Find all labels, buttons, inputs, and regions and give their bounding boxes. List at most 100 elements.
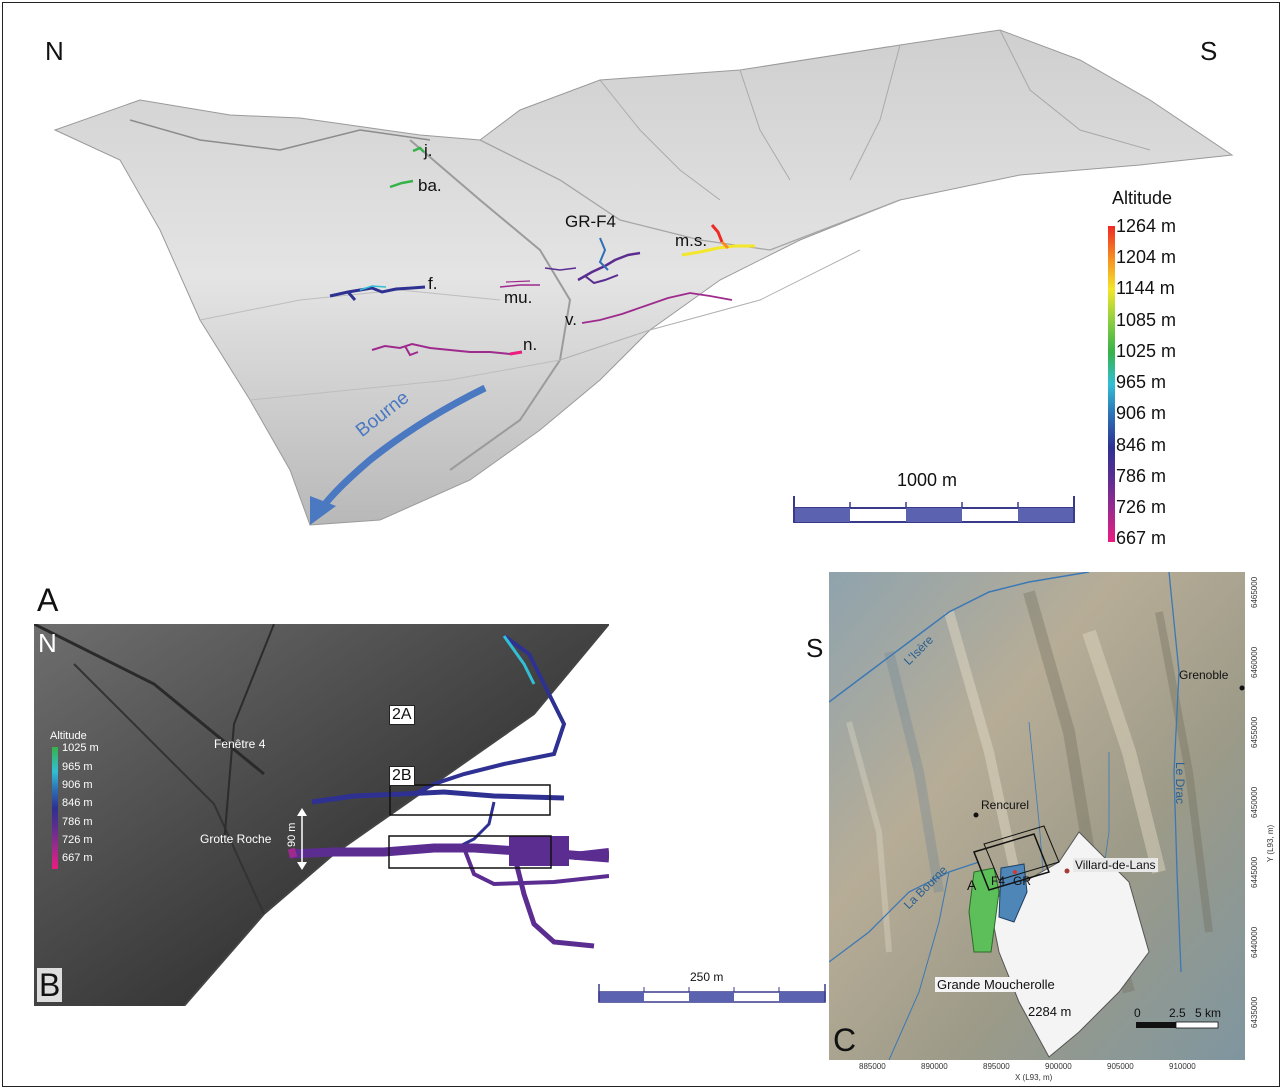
x-tick: 900000 (1045, 1062, 1072, 1071)
cave-j (412, 146, 425, 153)
villard-dot (1064, 868, 1070, 874)
x-tick: 895000 (983, 1062, 1010, 1071)
panel-b: N 2A 2B Fenêtre 4 Grotte Roche 90 m Alti… (34, 624, 609, 1006)
cave-label-f: f. (428, 274, 438, 293)
box-2b (388, 835, 552, 869)
legend-tick: 846 m (1116, 435, 1167, 455)
cave-label-j: j. (424, 141, 433, 160)
cave-v (581, 292, 733, 324)
panel-b-north: N (38, 628, 57, 658)
scale-bar-label: 1000 m (897, 470, 958, 490)
place-villard: Villard-de-Lans (1073, 858, 1158, 872)
cave-mu (499, 284, 540, 288)
legend-b-title: Altitude (50, 730, 87, 742)
zone-label-gr: GR (1013, 874, 1031, 888)
cave-label-mu: mu. (504, 288, 533, 307)
legend-tick: 726 m (1116, 497, 1167, 517)
scale-c-end: 5 km (1195, 1006, 1222, 1020)
y-tick: 6435000 (1250, 996, 1259, 1028)
legend-b-colorbar (52, 747, 58, 869)
panel-letter-a: A (37, 582, 59, 618)
terrain-surface (53, 29, 1234, 526)
x-tick: 910000 (1169, 1062, 1196, 1071)
legend-tick: 1085 m (1116, 310, 1177, 330)
legend-tick: 1264 m (1116, 216, 1177, 236)
place-moucherolle-altitude: 2284 m (1028, 1004, 1072, 1019)
cave-f (329, 285, 426, 298)
north-label: N (45, 36, 64, 66)
south-label: S (1200, 36, 1218, 66)
y-tick: 6460000 (1250, 646, 1259, 678)
legend-colorbar (1108, 226, 1115, 542)
legend-b-tick: 726 m (62, 834, 93, 846)
legend-tick: 965 m (1116, 372, 1167, 392)
rencurel-dot (973, 812, 979, 818)
x-tick: 890000 (921, 1062, 948, 1071)
bourne-arrow (319, 384, 487, 511)
panel-c: Grenoble Rencurel Villard-de-Lans Grande… (829, 572, 1245, 1060)
cave-label-n: n. (523, 335, 538, 354)
river-drac (1168, 572, 1182, 973)
grenoble-dot (1239, 685, 1245, 691)
legend-b-tick: 667 m (62, 852, 93, 864)
panel-a: N S j. ba. GR-F4 m.s. f. mu. v. n. Bourn… (37, 29, 1268, 618)
panel-c-side-label: S (806, 633, 824, 663)
river-label-drac: Le Drac (1173, 762, 1187, 805)
legend-b-tick: 906 m (62, 779, 93, 791)
zone-gr (998, 863, 1028, 923)
box-2a (389, 784, 551, 816)
box-label-2b: 2B (389, 766, 415, 786)
entrance-grotte-roche: Grotte Roche (200, 832, 272, 846)
scale-c-zero: 0 (1134, 1006, 1141, 1020)
place-rencurel: Rencurel (981, 798, 1030, 812)
river-bourne (829, 861, 980, 963)
cave-label-ms: m.s. (675, 231, 708, 250)
scale-bar-a: 1000 m (793, 470, 1076, 530)
cave-ms (681, 244, 755, 257)
legend-tick: 1204 m (1116, 247, 1177, 267)
x-axis-label: X (L93, m) (1015, 1073, 1053, 1082)
legend-b-tick: 846 m (62, 797, 93, 809)
cave-label-gr-f4: GR-F4 (565, 212, 616, 231)
scale-c-mid: 2.5 (1169, 1006, 1186, 1020)
cave-upper-passage (311, 789, 565, 805)
altitude-legend-b: Altitude 1025 m 965 m 906 m 846 m 786 m … (50, 730, 150, 870)
panel-c-x-axis: 885000 890000 895000 900000 905000 91000… (829, 1060, 1245, 1088)
scale-bar-b: 250 m (598, 970, 826, 1006)
y-tick: 6445000 (1250, 856, 1259, 888)
cave-n (371, 342, 521, 356)
x-tick: 885000 (859, 1062, 886, 1071)
legend-tick: 1025 m (1116, 341, 1177, 361)
cave-gr-f4 (577, 251, 641, 282)
cave-label-ba: ba. (418, 176, 442, 195)
height-90m: 90 m (286, 822, 298, 847)
entrance-fenetre-4: Fenêtre 4 (214, 737, 266, 751)
x-tick: 905000 (1107, 1062, 1134, 1071)
legend-tick: 667 m (1116, 528, 1167, 548)
legend-b-tick: 786 m (62, 816, 93, 828)
box-label-2a: 2A (389, 705, 415, 725)
y-axis-label: Y (L93, m) (1266, 824, 1275, 862)
legend-tick: 786 m (1116, 466, 1167, 486)
scale-bar-b-label: 250 m (690, 970, 724, 984)
cave-ba (389, 179, 414, 189)
y-tick: 6440000 (1250, 926, 1259, 958)
river-isere (829, 572, 1090, 703)
y-tick: 6455000 (1250, 716, 1259, 748)
zone-label-a: A (967, 877, 977, 893)
legend-b-tick: 1025 m (62, 742, 99, 754)
zone-label-f4: F4 (991, 874, 1006, 888)
legend-tick: 906 m (1116, 403, 1167, 423)
y-tick: 6450000 (1250, 786, 1259, 818)
y-tick: 6465000 (1250, 576, 1259, 608)
place-grenoble: Grenoble (1179, 668, 1229, 682)
panel-c-y-axis: 6465000 6460000 6455000 6450000 6445000 … (1246, 572, 1280, 1060)
legend-tick: 1144 m (1116, 278, 1175, 298)
legend-title: Altitude (1112, 188, 1173, 208)
panel-letter-b: B (37, 967, 63, 1003)
box-a-map (973, 833, 1050, 891)
altitude-legend: Altitude 1264 m 1204 m 1144 m 1085 m 102… (1108, 188, 1268, 548)
panel-letter-c: C (833, 1022, 857, 1058)
place-grande-moucherolle: Grande Moucherolle (935, 977, 1057, 992)
